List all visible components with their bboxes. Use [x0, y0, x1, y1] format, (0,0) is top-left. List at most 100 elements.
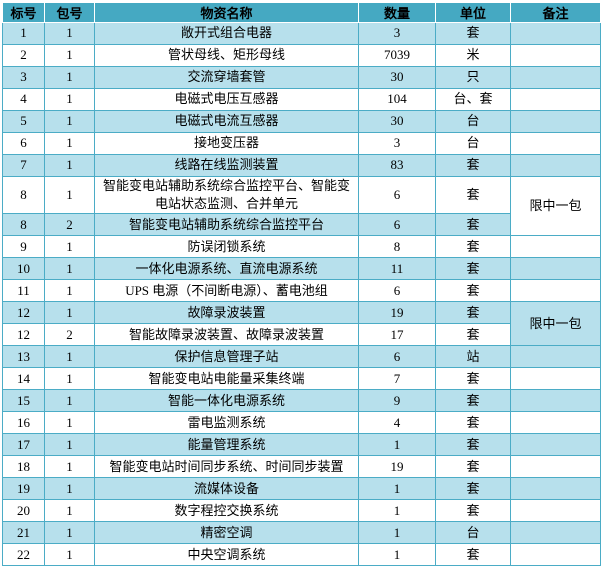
cell-label-no: 7: [2, 154, 45, 177]
col-header-label-no: 标号: [2, 2, 45, 23]
cell-remark: [510, 22, 601, 45]
table-row: 4 1 电磁式电压互感器 104 台、套: [2, 88, 601, 111]
table-row: 11 1 UPS 电源（不间断电源）、蓄电池组 6 套: [2, 279, 601, 303]
cell-quantity: 4: [358, 411, 436, 435]
cell-material-name: 智能一体化电源系统: [94, 389, 359, 413]
cell-label-no: 14: [2, 367, 45, 391]
cell-unit: 套: [435, 499, 511, 523]
table-row: 20 1 数字程控交换系统 1 套: [2, 499, 601, 523]
cell-unit: 套: [435, 154, 511, 177]
cell-quantity: 19: [358, 455, 436, 479]
cell-material-name: 一体化电源系统、直流电源系统: [94, 257, 359, 281]
cell-label-no: 17: [2, 433, 45, 457]
cell-remark: [510, 132, 601, 155]
cell-label-no: 3: [2, 66, 45, 89]
cell-package-no: 1: [44, 44, 95, 67]
cell-quantity: 1: [358, 433, 436, 457]
table-row: 15 1 智能一体化电源系统 9 套: [2, 389, 601, 413]
cell-material-name: 数字程控交换系统: [94, 499, 359, 523]
cell-quantity: 1: [358, 477, 436, 501]
table-row: 14 1 智能变电站电能量采集终端 7 套: [2, 367, 601, 391]
cell-quantity: 1: [358, 499, 436, 523]
cell-package-no: 1: [44, 257, 95, 281]
cell-package-no: 1: [44, 477, 95, 501]
cell-package-no: 1: [44, 301, 95, 325]
cell-quantity: 19: [358, 301, 436, 325]
table-row: 22 1 中央空调系统 1 套: [2, 543, 601, 567]
cell-quantity: 6: [358, 175, 436, 215]
cell-unit: 只: [435, 66, 511, 89]
cell-quantity: 1: [358, 521, 436, 545]
cell-remark: [510, 110, 601, 133]
cell-package-no: 1: [44, 455, 95, 479]
cell-remark: [510, 44, 601, 67]
cell-remark: [510, 367, 601, 391]
cell-label-no: 8: [2, 175, 45, 215]
cell-unit: 套: [435, 279, 511, 303]
cell-unit: 套: [435, 477, 511, 501]
cell-material-name: 接地变压器: [94, 132, 359, 155]
cell-material-name: 防误闭锁系统: [94, 235, 359, 259]
table-row: 2 1 管状母线、矩形母线 7039 米: [2, 44, 601, 67]
cell-package-no: 1: [44, 279, 95, 303]
cell-label-no: 4: [2, 88, 45, 111]
cell-unit: 套: [435, 433, 511, 457]
cell-quantity: 7039: [358, 44, 436, 67]
cell-material-name: 敞开式组合电器: [94, 22, 359, 45]
cell-material-name: 能量管理系统: [94, 433, 359, 457]
cell-remark: [510, 154, 601, 177]
table-row: 5 1 电磁式电流互感器 30 台: [2, 110, 601, 133]
cell-material-name: 智能变电站电能量采集终端: [94, 367, 359, 391]
table-row: 12 2 智能故障录波装置、故障录波装置 17 套: [2, 323, 601, 347]
cell-label-no: 10: [2, 257, 45, 281]
cell-package-no: 1: [44, 433, 95, 457]
cell-remark: 限中一包: [510, 301, 601, 347]
cell-unit: 套: [435, 235, 511, 259]
cell-quantity: 9: [358, 389, 436, 413]
cell-package-no: 1: [44, 22, 95, 45]
cell-material-name: 保护信息管理子站: [94, 345, 359, 369]
cell-package-no: 1: [44, 154, 95, 177]
cell-package-no: 1: [44, 499, 95, 523]
cell-package-no: 1: [44, 235, 95, 259]
cell-quantity: 30: [358, 110, 436, 133]
table-row: 18 1 智能变电站时间同步系统、时间同步装置 19 套: [2, 455, 601, 479]
cell-unit: 台、套: [435, 88, 511, 111]
cell-label-no: 21: [2, 521, 45, 545]
cell-quantity: 6: [358, 345, 436, 369]
cell-remark: [510, 477, 601, 501]
table-row: 16 1 雷电监测系统 4 套: [2, 411, 601, 435]
cell-quantity: 8: [358, 235, 436, 259]
cell-quantity: 7: [358, 367, 436, 391]
cell-remark: [510, 66, 601, 89]
cell-material-name: 智能故障录波装置、故障录波装置: [94, 323, 359, 347]
table-header-row: 标号 包号 物资名称 数量 单位 备注: [2, 2, 601, 23]
cell-material-name: 智能变电站辅助系统综合监控平台: [94, 213, 359, 237]
cell-unit: 米: [435, 44, 511, 67]
cell-material-name: 电磁式电压互感器: [94, 88, 359, 111]
cell-unit: 套: [435, 175, 511, 215]
table-row: 10 1 一体化电源系统、直流电源系统 11 套: [2, 257, 601, 281]
cell-material-name: 精密空调: [94, 521, 359, 545]
cell-package-no: 1: [44, 175, 95, 215]
cell-label-no: 11: [2, 279, 45, 303]
cell-quantity: 30: [358, 66, 436, 89]
table-row: 8 1 智能变电站辅助系统综合监控平台、智能变电站状态监测、合并单元 6 套 限…: [2, 175, 601, 237]
cell-unit: 台: [435, 110, 511, 133]
cell-unit: 套: [435, 455, 511, 479]
table-row: 19 1 流媒体设备 1 套: [2, 477, 601, 501]
cell-remark: [510, 433, 601, 457]
table-row: 9 1 防误闭锁系统 8 套: [2, 235, 601, 259]
cell-package-no: 1: [44, 543, 95, 567]
cell-remark: [510, 279, 601, 303]
cell-unit: 站: [435, 345, 511, 369]
cell-unit: 套: [435, 411, 511, 435]
cell-unit: 套: [435, 22, 511, 45]
cell-label-no: 1: [2, 22, 45, 45]
cell-unit: 套: [435, 257, 511, 281]
cell-remark: [510, 455, 601, 479]
cell-remark: [510, 543, 601, 567]
cell-label-no: 22: [2, 543, 45, 567]
cell-package-no: 1: [44, 345, 95, 369]
cell-quantity: 83: [358, 154, 436, 177]
